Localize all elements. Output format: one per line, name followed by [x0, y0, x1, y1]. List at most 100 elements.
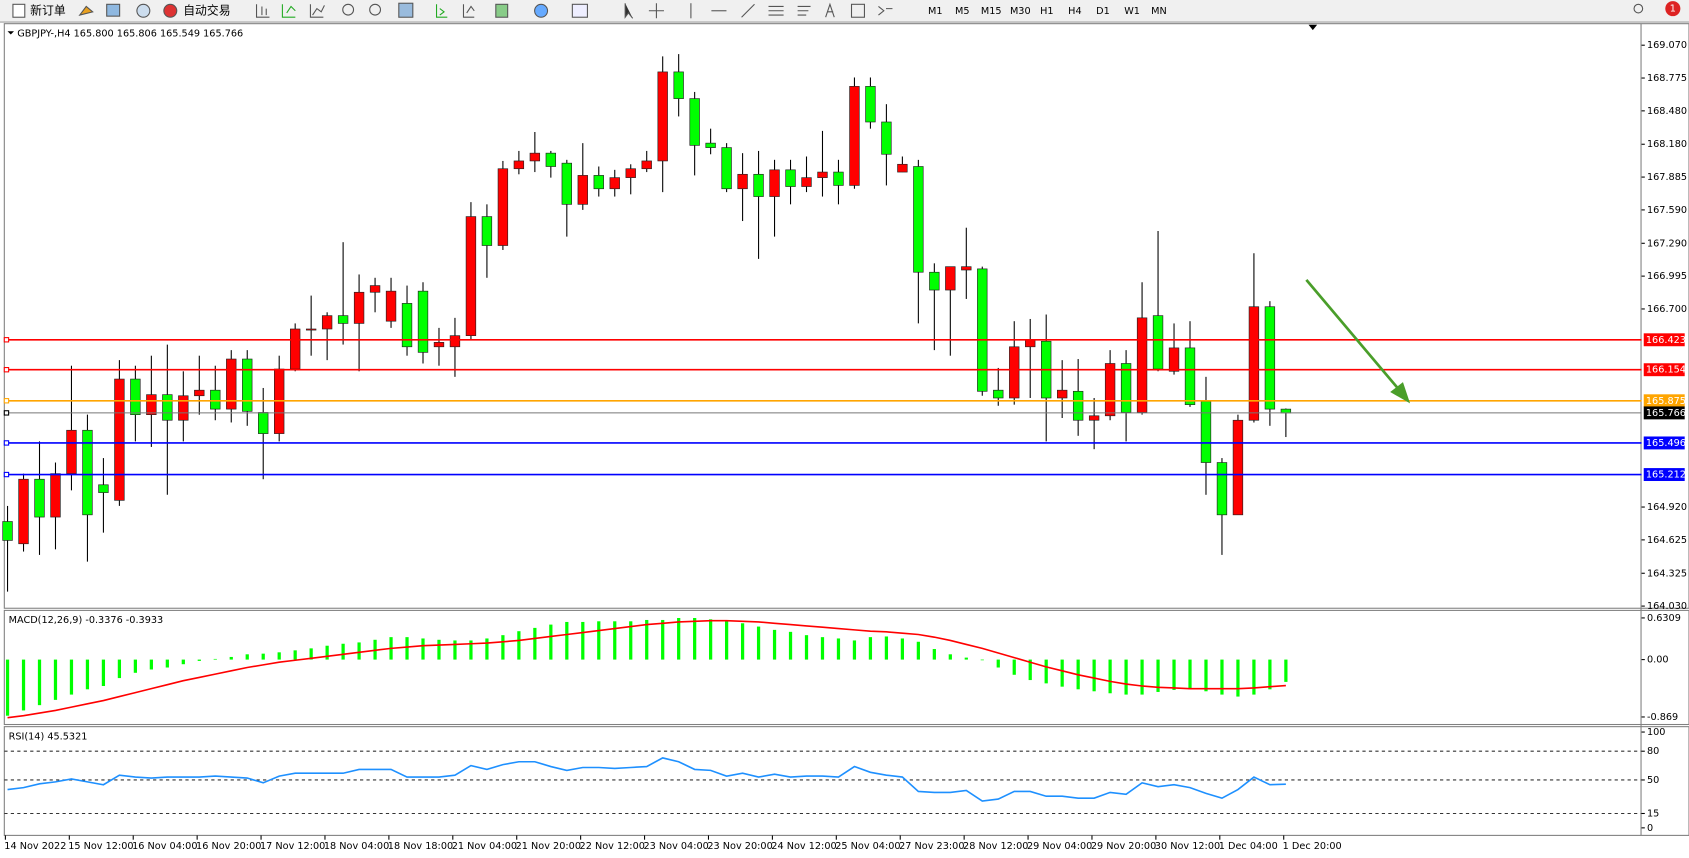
candle-body — [226, 358, 237, 410]
histogram-bar — [5, 659, 10, 716]
candle-body — [66, 429, 77, 474]
candle-body — [593, 175, 604, 190]
candle-body — [1072, 390, 1084, 421]
candle-body — [1120, 363, 1132, 413]
x-tick-label: 28 Nov 12:00 — [963, 841, 1028, 852]
shift-marker — [1308, 24, 1318, 31]
candle-body — [705, 142, 716, 148]
histogram-bar — [101, 659, 106, 687]
timeframe-button: M30 — [1010, 6, 1031, 17]
x-tick-label: 16 Nov 04:00 — [132, 841, 197, 852]
candle-body — [977, 268, 988, 392]
icon — [342, 3, 355, 16]
candle-body — [305, 328, 317, 331]
toolbar-text: 新订单 自动交易 M1 M5 M15 M30 H1 H4 D1 W1 MN 1 — [30, 3, 1676, 17]
candle-body — [401, 303, 413, 348]
macd-panel — [3, 609, 1689, 726]
histogram-bar — [916, 641, 920, 660]
timeframe-button: M5 — [955, 6, 970, 17]
y-tick-label: 167.590 — [1647, 205, 1687, 216]
icon — [309, 4, 325, 18]
candle-body — [1088, 415, 1100, 421]
histogram-bar — [852, 640, 857, 660]
histogram-bar — [1204, 659, 1208, 692]
histogram-bar — [948, 654, 952, 660]
histogram-bar — [181, 659, 185, 665]
level-marker — [3, 440, 10, 446]
y-tick-label: 15 — [1647, 808, 1659, 819]
y-tick-label: 168.775 — [1647, 73, 1687, 84]
icon — [797, 5, 811, 16]
candle-body — [945, 266, 956, 291]
icon — [571, 3, 588, 18]
candle-body — [50, 473, 61, 518]
histogram-bar — [1252, 659, 1256, 695]
histogram-bar — [245, 654, 249, 660]
level-marker — [3, 337, 10, 343]
candle-body — [689, 98, 700, 146]
y-tick-label: 50 — [1647, 775, 1659, 786]
histogram-bar — [772, 629, 777, 660]
candle-body — [1216, 462, 1228, 516]
candle-body — [881, 121, 892, 155]
histogram-bar — [677, 617, 681, 660]
histogram-bar — [341, 643, 345, 660]
panel-title: GBPJPY-,H4 165.800 165.806 165.549 165.7… — [17, 28, 243, 39]
y-tick-label: 166.700 — [1647, 304, 1687, 315]
histogram-bar — [229, 656, 233, 660]
candle-body — [1264, 306, 1276, 410]
histogram-bar — [1092, 659, 1096, 692]
level-label: 165.496 — [1646, 438, 1686, 449]
icon — [398, 2, 414, 18]
signal-line — [7, 619, 1286, 719]
arrow — [1305, 279, 1411, 404]
candle-body — [114, 378, 125, 501]
panel-title: RSI(14) 45.5321 — [9, 731, 88, 742]
level-marker — [3, 367, 10, 373]
candle-body — [162, 394, 173, 421]
icon — [255, 4, 270, 18]
x-tick-label: 18 Nov 04:00 — [324, 841, 389, 852]
candle-body — [146, 394, 157, 415]
symbol-marker — [7, 31, 15, 35]
x-tick-label: 23 Nov 20:00 — [707, 841, 772, 852]
histogram-bar — [485, 638, 489, 660]
level-label: 166.154 — [1646, 365, 1686, 376]
histogram-bar — [437, 639, 441, 660]
histogram-bar — [788, 631, 793, 660]
y-tick-label: 167.290 — [1647, 238, 1687, 249]
y-tick-label: 0.6309 — [1647, 613, 1681, 624]
histogram-bar — [469, 640, 473, 660]
histogram-bar — [453, 640, 457, 660]
histogram-bar — [1268, 659, 1272, 690]
x-tick-label: 16 Nov 20:00 — [196, 841, 261, 852]
candle-body — [1168, 347, 1180, 372]
candle-body — [289, 328, 301, 370]
histogram-bar — [1236, 659, 1240, 697]
histogram-bar — [197, 659, 201, 661]
candle-body — [993, 389, 1004, 399]
candle-body — [34, 478, 45, 518]
candle-body — [1056, 389, 1068, 399]
histogram-bar — [517, 631, 521, 660]
candle-body — [18, 478, 29, 545]
icon — [1633, 3, 1644, 14]
y-tick-label: 169.070 — [1647, 40, 1687, 51]
candle-body — [1280, 408, 1292, 414]
icon — [136, 3, 151, 18]
x-tick-label: 29 Nov 04:00 — [1027, 841, 1092, 852]
y-tick-label: -0.869 — [1647, 712, 1678, 723]
y-tick-label: 0 — [1647, 823, 1653, 834]
candle-body — [1136, 317, 1148, 413]
candle-body — [178, 395, 189, 421]
x-tick-label: 29 Nov 20:00 — [1091, 841, 1156, 852]
badge-icon — [1665, 1, 1681, 17]
candle-body — [481, 216, 493, 246]
candle-body — [929, 271, 940, 291]
icon — [163, 3, 178, 18]
candle-body — [769, 169, 780, 197]
toolbar-button: 自动交易 — [183, 3, 230, 17]
histogram-bar — [1284, 659, 1288, 682]
candle-body — [449, 335, 461, 348]
